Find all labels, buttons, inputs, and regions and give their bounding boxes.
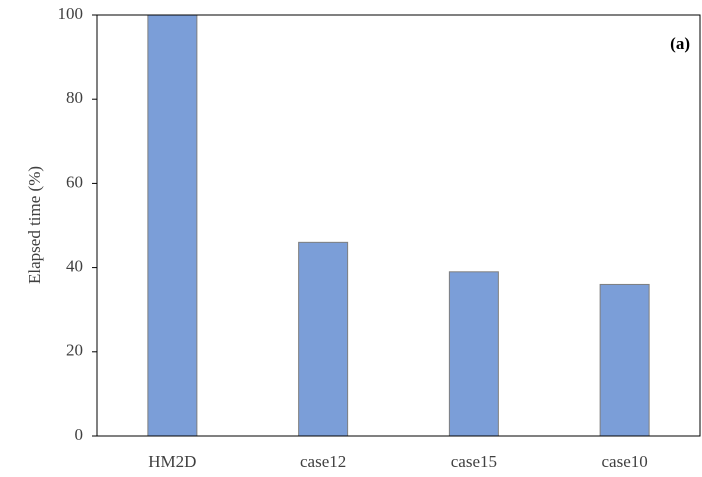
y-tick-label: 0 (75, 425, 84, 444)
y-tick-label: 20 (66, 341, 83, 360)
y-tick-label: 100 (58, 4, 84, 23)
bar (147, 14, 198, 437)
x-tick-label: HM2D (148, 452, 196, 471)
bar (448, 271, 499, 437)
annotation: (a) (670, 34, 690, 53)
bar (298, 241, 349, 437)
x-tick-label: case15 (451, 452, 497, 471)
bar (599, 283, 650, 437)
y-tick-label: 40 (66, 257, 83, 276)
x-tick-label: case12 (300, 452, 346, 471)
plot-frame (96, 14, 701, 437)
x-tick-label: case10 (601, 452, 647, 471)
y-tick-label: 80 (66, 88, 83, 107)
y-tick-label: 60 (66, 172, 83, 191)
y-axis-label: Elapsed time (%) (25, 166, 44, 284)
